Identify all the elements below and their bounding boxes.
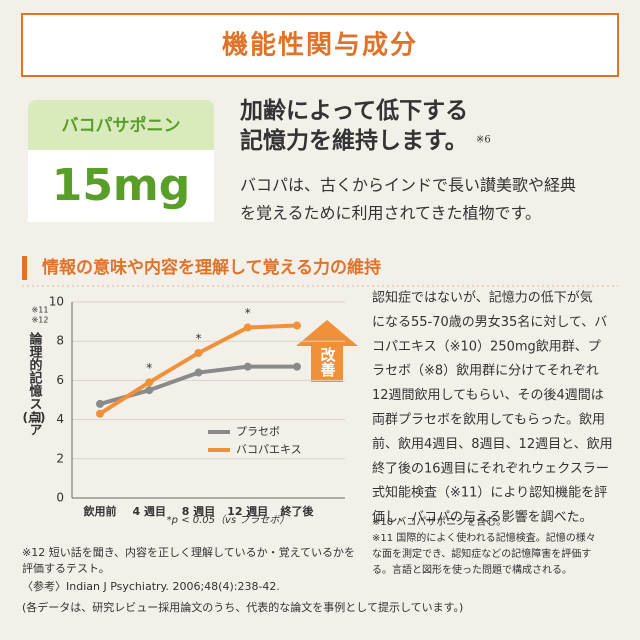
description: 価し、バコパの与える影響を調べた。 [372, 509, 593, 525]
description: 終了後の16週目にそれぞれウェクスラー [372, 460, 609, 476]
legend-label: バコパエキス [236, 443, 302, 456]
description: 前、飲用4週目、8週目、12週目と、飲用 [372, 436, 613, 452]
section-title: 情報の意味や内容を理解して覚える力の維持 [42, 257, 381, 278]
y-label: 論理的記憶スコア [27, 331, 44, 436]
callout: 改善 [319, 346, 337, 377]
point [194, 368, 203, 377]
point [96, 409, 104, 418]
ingredient-header [28, 100, 214, 150]
side-note: る。言語と図形を使った問題で構成される。 [372, 563, 572, 576]
y-tick-label: 6 [56, 373, 64, 387]
title-box [21, 13, 619, 77]
point [145, 378, 154, 387]
reference: 〈参考〉Indian J Psychiatry. 2006;48(4):238-… [22, 579, 280, 593]
side-note: な面を測定でき、認知症などの記憶障害を評価す [372, 547, 591, 560]
point [293, 321, 301, 330]
x-tick-label: 8 週目 [182, 504, 215, 518]
significance-mark: * [146, 361, 152, 375]
description: 12週間飲用してもらい、その後4週間は [372, 387, 604, 403]
callout-arrow [296, 320, 358, 382]
y-tick-label: 4 [56, 412, 64, 426]
point [145, 386, 154, 395]
x-tick-label: 12 週目 [227, 504, 268, 518]
y-tick-label: 2 [56, 451, 64, 465]
significance-mark: * [245, 306, 251, 320]
x-tick-label: 4 週目 [133, 504, 166, 518]
headline: 加齢によって低下する [239, 97, 468, 124]
significance-footnote: *p < 0.05（vs プラセボ） [167, 514, 290, 526]
y-label-note: ※12 [32, 316, 49, 325]
significance-mark: * [196, 331, 202, 345]
point [194, 348, 203, 357]
y-tick-label: 10 [49, 295, 64, 309]
description: 両群プラセボを飲用してもらった。飲用 [372, 412, 605, 428]
side-note: ※11 国際的によく使われる記憶検査。記憶の様々 [372, 531, 596, 544]
headline-note: ※6 [476, 135, 491, 146]
section-bar [22, 256, 27, 280]
y-tick-label: 0 [56, 491, 64, 505]
description: 認知症ではないが、記憶力の低下が気 [372, 290, 593, 306]
title: 機能性関与成分 [222, 30, 418, 61]
disclaimer: (各データは、研究レビュー採用論文のうち、代表的な論文を事例として提示しています… [22, 600, 463, 614]
y-unit: (点) [23, 410, 46, 425]
y-label-note: ※11 [32, 306, 49, 315]
ingredient-name: バコパサポニン [62, 115, 181, 136]
legend-label: プラセボ [236, 425, 280, 438]
note-12: 評価するテスト。 [22, 561, 110, 575]
description: ラセボ（※8）飲用群に分けてそれぞれ [372, 363, 599, 379]
description: になる55-70歳の男女35名に対して、バ [372, 314, 607, 330]
intro-body: バコパは、古くからインドで長い讃美歌や経典 [240, 176, 576, 195]
point [243, 362, 252, 371]
ingredient-box [28, 150, 214, 222]
headline: 記憶力を維持します。 [240, 127, 468, 154]
point [96, 399, 104, 408]
intro-body: を覚えるために利用されてきた植物です。 [240, 204, 541, 223]
ingredient-header-fill [28, 140, 214, 150]
x-tick-label: 終了後 [281, 504, 315, 518]
y-tick-label: 8 [56, 334, 64, 348]
description: 式知能検査（※11）により認知機能を評 [372, 485, 607, 501]
point [293, 362, 301, 371]
note-12: ※12 短い話を聞き、内容を正しく理解しているか・覚えているかを [22, 545, 355, 559]
ingredient-amount: 15mg [52, 160, 191, 211]
description: コパエキス（※10）250mg飲用群、プ [372, 338, 601, 354]
point [243, 323, 252, 332]
x-tick-label: 飲用前 [83, 504, 117, 518]
side-note: ※10 バコパサポニンを含む。 [372, 515, 506, 528]
